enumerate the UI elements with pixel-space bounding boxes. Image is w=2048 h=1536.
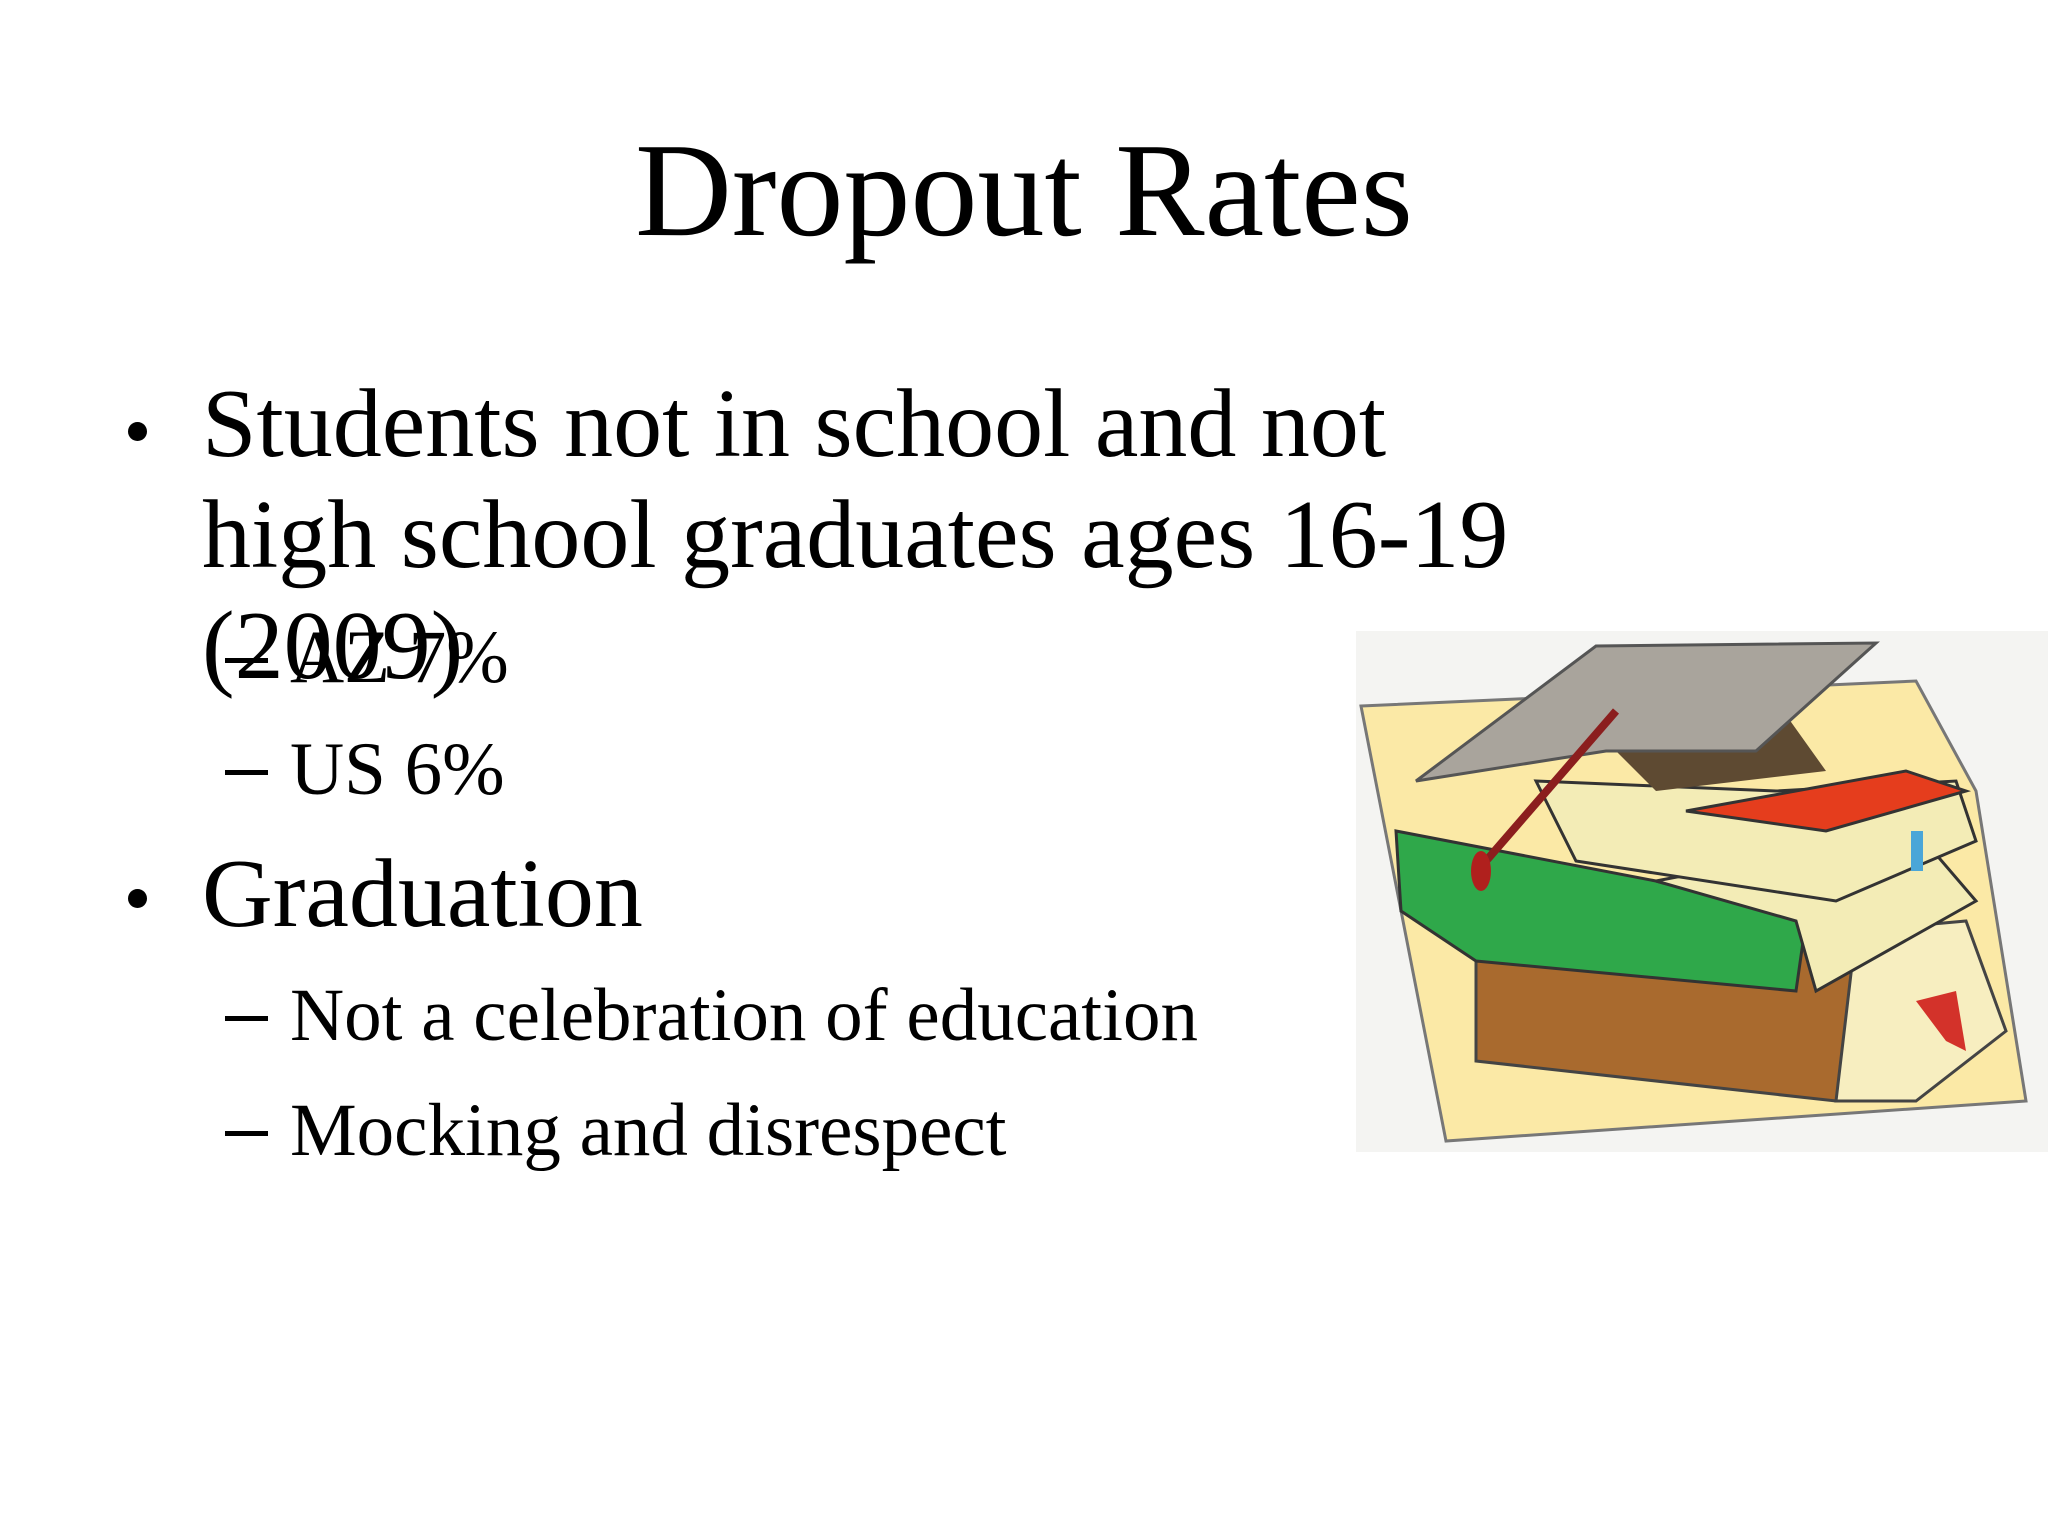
bullet-text: Students not in school and not high scho…: [202, 370, 1509, 700]
sub-bullet-text: Mocking and disrespect: [290, 1089, 1007, 1172]
slide-title: Dropout Rates: [635, 116, 1413, 264]
sub-bullet-text: AZ 7%: [290, 616, 509, 699]
sub-bullet-marker: [225, 1131, 268, 1136]
sub-bullet-text: US 6%: [290, 728, 505, 811]
sub-bullet-marker: [225, 658, 268, 663]
bullet-marker: [128, 889, 147, 908]
bullet-marker: [128, 422, 147, 441]
bullet-text: Graduation: [202, 840, 643, 948]
sub-bullet-text: Not a celebration of education: [290, 974, 1198, 1057]
graduation-clipart: [1356, 631, 2048, 1152]
sub-bullet-marker: [225, 770, 268, 775]
sub-bullet-marker: [225, 1016, 268, 1021]
